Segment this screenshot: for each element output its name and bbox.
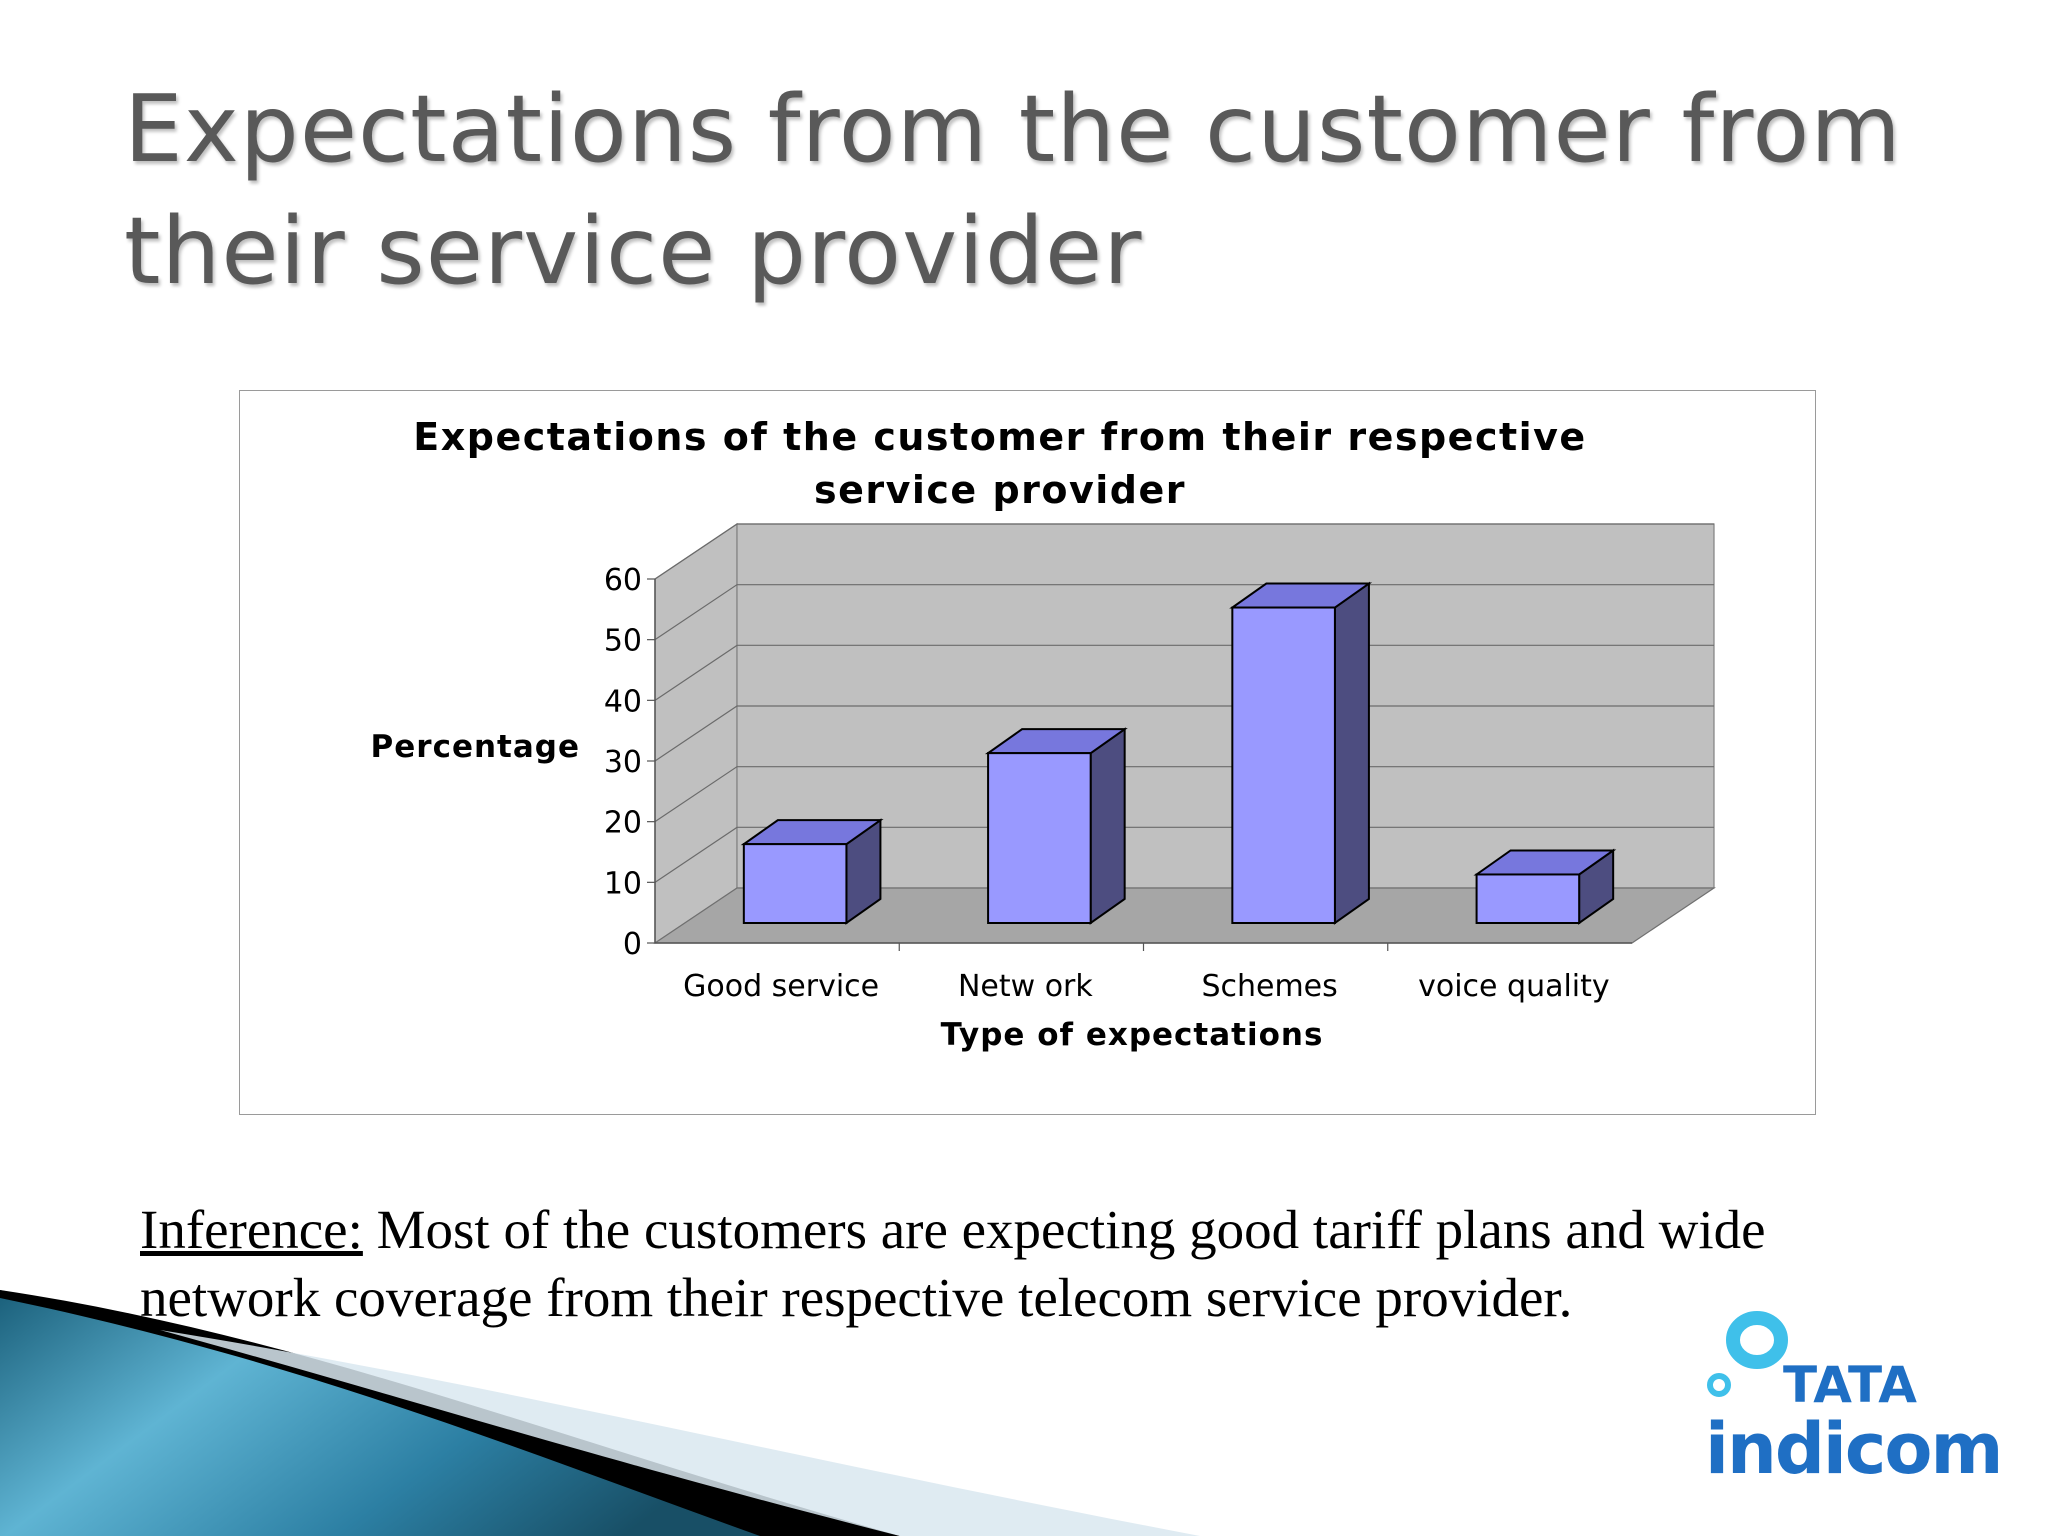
- bar-front: [742, 843, 848, 924]
- bar-good-service: [740, 818, 884, 925]
- gridline: [654, 584, 1714, 641]
- gridline: [654, 523, 1714, 580]
- x-tick-label: voice quality: [1418, 969, 1610, 1004]
- inference-label: Inference:: [140, 1199, 363, 1260]
- x-tick-label: Schemes: [1201, 969, 1337, 1004]
- chart-bars: [740, 581, 1617, 925]
- x-axis-label: Type of expectations: [941, 1017, 1324, 1053]
- decorative-swoosh: [0, 1290, 1200, 1536]
- y-tick-label: 20: [604, 806, 642, 841]
- x-tick-label: Good service: [683, 969, 879, 1004]
- y-tick-label: 10: [604, 866, 642, 901]
- chart-frame: Expectations of the customer from their …: [239, 390, 1816, 1115]
- bar-front: [1475, 873, 1581, 925]
- logo-tata: TATA: [1783, 1356, 1917, 1414]
- bar-front: [1231, 606, 1336, 925]
- bar-netw-ork: [984, 727, 1128, 925]
- tata-indicom-logo: TATA indicom: [1705, 1311, 2000, 1490]
- y-tick-label: 60: [604, 563, 642, 598]
- y-tick-label: 0: [623, 927, 642, 962]
- bar-side: [1333, 581, 1370, 925]
- x-tick-label: Netw ork: [958, 969, 1093, 1004]
- y-tick-label: 40: [604, 684, 642, 719]
- gridline: [654, 826, 1714, 883]
- chart-title-line-1: Expectations of the customer from their …: [413, 415, 1586, 459]
- slide-title: Expectations from the customer from thei…: [124, 75, 1902, 305]
- gridline: [654, 644, 1714, 701]
- chart-gridlines: [647, 523, 1714, 951]
- logo-indicom: indicom: [1705, 1408, 2000, 1490]
- bar-side: [1089, 727, 1126, 925]
- bar-voice-quality: [1473, 848, 1617, 925]
- y-tick-label: 30: [604, 745, 642, 780]
- bar-chart: Expectations of the customer from their …: [371, 415, 1716, 1053]
- inference-text: Inference: Most of the customers are exp…: [140, 1196, 1890, 1332]
- y-axis-label: Percentage: [371, 729, 580, 765]
- bar-schemes: [1229, 581, 1373, 925]
- bar-front: [987, 752, 1092, 924]
- chart-labels: Expectations of the customer from their …: [371, 415, 1610, 1053]
- gridline: [654, 766, 1714, 823]
- chart-title-line-2: service provider: [814, 468, 1186, 512]
- gridline: [654, 705, 1714, 762]
- inference-body: Most of the customers are expecting good…: [140, 1199, 1766, 1328]
- y-tick-label: 50: [604, 624, 642, 659]
